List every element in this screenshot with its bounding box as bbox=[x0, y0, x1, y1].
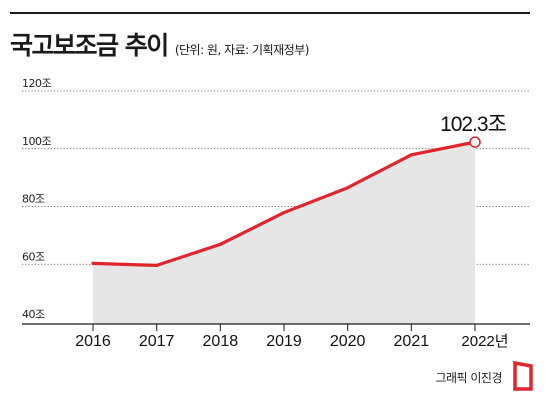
x-axis: 2016 2017 2018 2019 2020 2021 2022년 bbox=[22, 323, 530, 350]
publisher-logo-icon bbox=[513, 361, 533, 391]
y-tick-label: 100조 bbox=[22, 135, 51, 148]
x-tick-label: 2021 bbox=[394, 333, 430, 350]
area-fill bbox=[93, 142, 475, 324]
label-layer: 40조 60조 80조 100조 120조 102.3조 bbox=[22, 77, 508, 321]
x-tick-label: 2018 bbox=[203, 333, 239, 350]
data-point bbox=[218, 242, 222, 246]
title-row: 국고보조금 추이 (단위: 원, 자료: 기획재정부) bbox=[10, 26, 309, 62]
y-tick-label: 120조 bbox=[22, 77, 51, 90]
value-annotation: 102.3조 bbox=[440, 113, 507, 136]
area-layer bbox=[93, 142, 475, 324]
data-point bbox=[282, 211, 286, 215]
y-tick-label: 60조 bbox=[22, 250, 45, 263]
x-tick-label: 2016 bbox=[75, 333, 111, 350]
x-tick-label: 2017 bbox=[139, 333, 175, 350]
line-layer bbox=[91, 136, 481, 268]
y-tick-label: 40조 bbox=[22, 308, 45, 321]
data-point bbox=[91, 261, 95, 265]
graphic-credit: 그래픽 이진경 bbox=[435, 371, 502, 385]
data-point bbox=[155, 263, 159, 267]
highlight-point bbox=[469, 136, 481, 148]
top-rule bbox=[10, 12, 530, 14]
x-tick-label: 2022년 bbox=[461, 333, 508, 350]
y-tick-label: 80조 bbox=[22, 193, 45, 206]
data-point bbox=[346, 186, 350, 190]
x-tick-label: 2019 bbox=[266, 333, 302, 350]
x-tick-label: 2020 bbox=[330, 333, 366, 350]
chart-title: 국고보조금 추이 bbox=[10, 31, 169, 60]
chart-subtitle: (단위: 원, 자료: 기획재정부) bbox=[174, 43, 310, 57]
data-point bbox=[409, 153, 413, 157]
